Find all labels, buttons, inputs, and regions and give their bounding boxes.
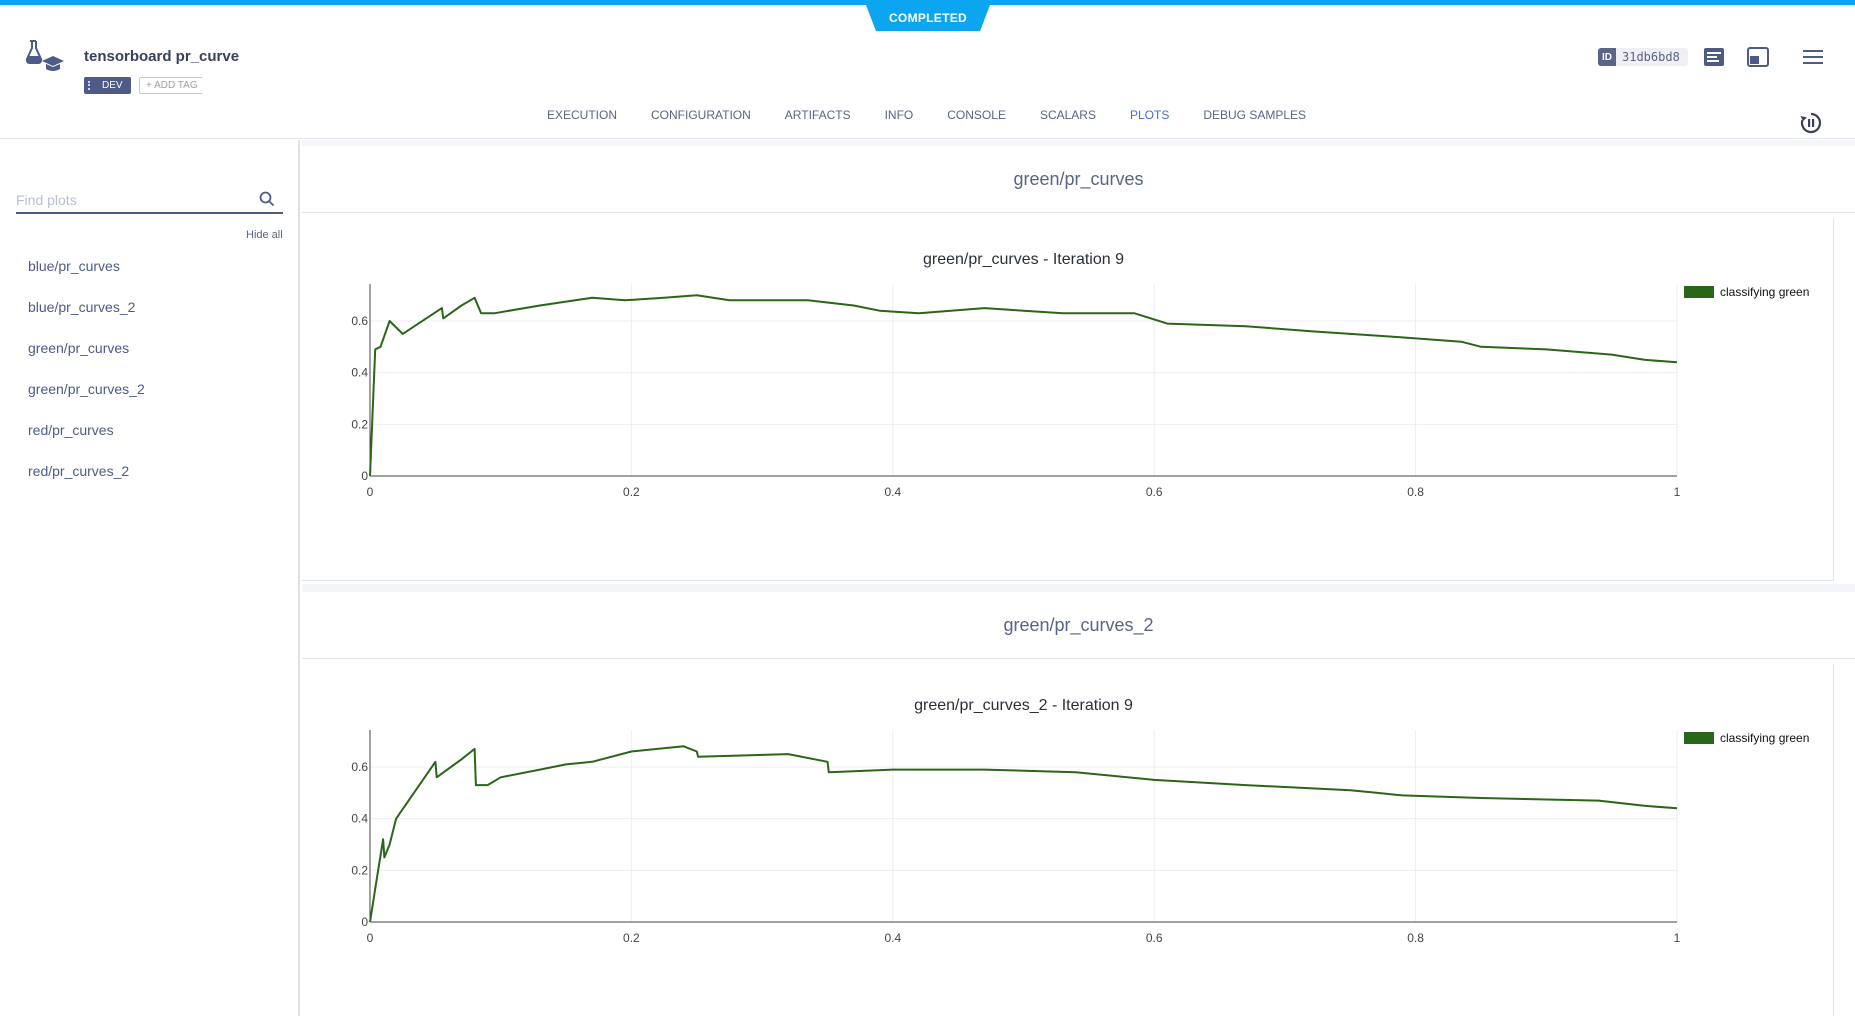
plot-container[interactable]: green/pr_curves - Iteration 9 0 0.2 0.4 0.6 0… <box>302 218 1834 581</box>
x-tick-label: 0.2 <box>623 931 640 945</box>
y-tick-label: 0.6 <box>351 760 368 774</box>
add-tag-button[interactable]: + ADD TAG <box>139 77 211 94</box>
x-tick-label: 0.4 <box>884 485 901 499</box>
experiment-flask-icon <box>25 40 64 71</box>
tab-execution[interactable]: EXECUTION <box>547 108 618 122</box>
task-tabs: EXECUTION CONFIGURATION ARTIFACTS INFO C… <box>530 105 1323 143</box>
plot-list: blue/pr_curves blue/pr_curves_2 green/pr… <box>28 246 145 492</box>
status-badge: COMPLETED <box>866 5 990 31</box>
x-tick-label: 1 <box>1674 931 1681 945</box>
plots-main: green/pr_curves green/pr_curves - Iterat… <box>302 140 1855 1016</box>
search-icon[interactable] <box>258 190 276 208</box>
x-tick-label: 0.6 <box>1146 485 1163 499</box>
x-tick-label: 0.8 <box>1407 931 1424 945</box>
plot-container[interactable]: green/pr_curves_2 - Iteration 9 0 0.2 0.4 0.… <box>302 664 1834 1016</box>
legend-swatch <box>1684 732 1714 744</box>
x-tick-label: 0.4 <box>884 931 901 945</box>
plot-list-item[interactable]: green/pr_curves_2 <box>28 381 145 397</box>
plot-group-green-pr-curves: green/pr_curves green/pr_curves - Iterat… <box>302 146 1855 584</box>
plot-list-item[interactable]: blue/pr_curves <box>28 258 120 274</box>
tab-configuration[interactable]: CONFIGURATION <box>651 108 751 122</box>
y-tick-label: 0 <box>361 915 368 929</box>
layout-toggle-icon[interactable] <box>1746 47 1770 67</box>
chart-title: green/pr_curves_2 - Iteration 9 <box>914 697 1133 714</box>
tab-artifacts[interactable]: ARTIFACTS <box>784 108 851 122</box>
id-badge: ID <box>1598 48 1616 66</box>
top-status-stripe <box>0 0 1855 5</box>
y-tick-label: 0.4 <box>351 812 368 826</box>
hide-all-button[interactable]: Hide all <box>246 229 283 241</box>
tab-info[interactable]: INFO <box>884 108 914 122</box>
y-tick-label: 0.4 <box>351 366 368 380</box>
details-panel-icon[interactable] <box>1702 47 1726 67</box>
tab-scalars[interactable]: SCALARS <box>1039 108 1096 122</box>
y-tick-label: 0 <box>361 469 368 483</box>
find-plots-input[interactable] <box>16 188 283 214</box>
plot-group-green-pr-curves-2: green/pr_curves_2 green/pr_curves_2 - It… <box>302 592 1855 1016</box>
x-tick-label: 0.6 <box>1146 931 1163 945</box>
chart-title: green/pr_curves - Iteration 9 <box>923 251 1124 268</box>
tab-console[interactable]: CONSOLE <box>947 108 1006 122</box>
pr-curve-chart[interactable]: green/pr_curves_2 - Iteration 9 0 0.2 0.4 0.… <box>302 664 1834 1016</box>
x-tick-label: 0.2 <box>623 485 640 499</box>
tag-dev-label: DEV <box>102 80 123 91</box>
legend-label[interactable]: classifying green <box>1720 731 1809 745</box>
legend-swatch <box>1684 286 1714 298</box>
plots-sidebar: Hide all blue/pr_curves blue/pr_curves_2… <box>0 140 300 1016</box>
y-tick-label: 0.2 <box>351 417 368 431</box>
x-tick-label: 0 <box>367 931 374 945</box>
task-title: tensorboard pr_curve <box>84 48 240 65</box>
tab-plots[interactable]: PLOTS <box>1112 105 1187 143</box>
legend-label[interactable]: classifying green <box>1720 285 1809 299</box>
task-id-chip[interactable]: ID 31db6bd8 <box>1598 48 1688 66</box>
auto-refresh-pause-icon[interactable] <box>1799 111 1823 135</box>
task-id-value: 31db6bd8 <box>1622 50 1680 64</box>
series-line[interactable] <box>369 294 1678 477</box>
x-tick-label: 1 <box>1674 485 1681 499</box>
y-tick-label: 0.2 <box>351 863 368 877</box>
plot-group-title: green/pr_curves_2 <box>302 592 1855 659</box>
task-header: tensorboard pr_curve DEV + ADD TAG ID 31… <box>0 5 1855 143</box>
plot-group-title: green/pr_curves <box>302 146 1855 213</box>
pr-curve-chart[interactable]: green/pr_curves - Iteration 9 0 0.2 0.4 0.6 0… <box>302 218 1834 581</box>
plot-list-item[interactable]: red/pr_curves_2 <box>28 463 130 479</box>
tag-icon <box>88 81 97 90</box>
tag-dev[interactable]: DEV <box>84 77 131 94</box>
plot-list-item[interactable]: red/pr_curves <box>28 422 114 438</box>
menu-hamburger-icon[interactable] <box>1801 47 1825 67</box>
plot-list-item[interactable]: blue/pr_curves_2 <box>28 299 136 315</box>
y-tick-label: 0.6 <box>351 314 368 328</box>
tab-debug-samples[interactable]: DEBUG SAMPLES <box>1203 108 1307 122</box>
plot-list-item[interactable]: green/pr_curves <box>28 340 130 356</box>
x-tick-label: 0 <box>367 485 374 499</box>
x-tick-label: 0.8 <box>1407 485 1424 499</box>
series-line[interactable] <box>369 745 1678 923</box>
